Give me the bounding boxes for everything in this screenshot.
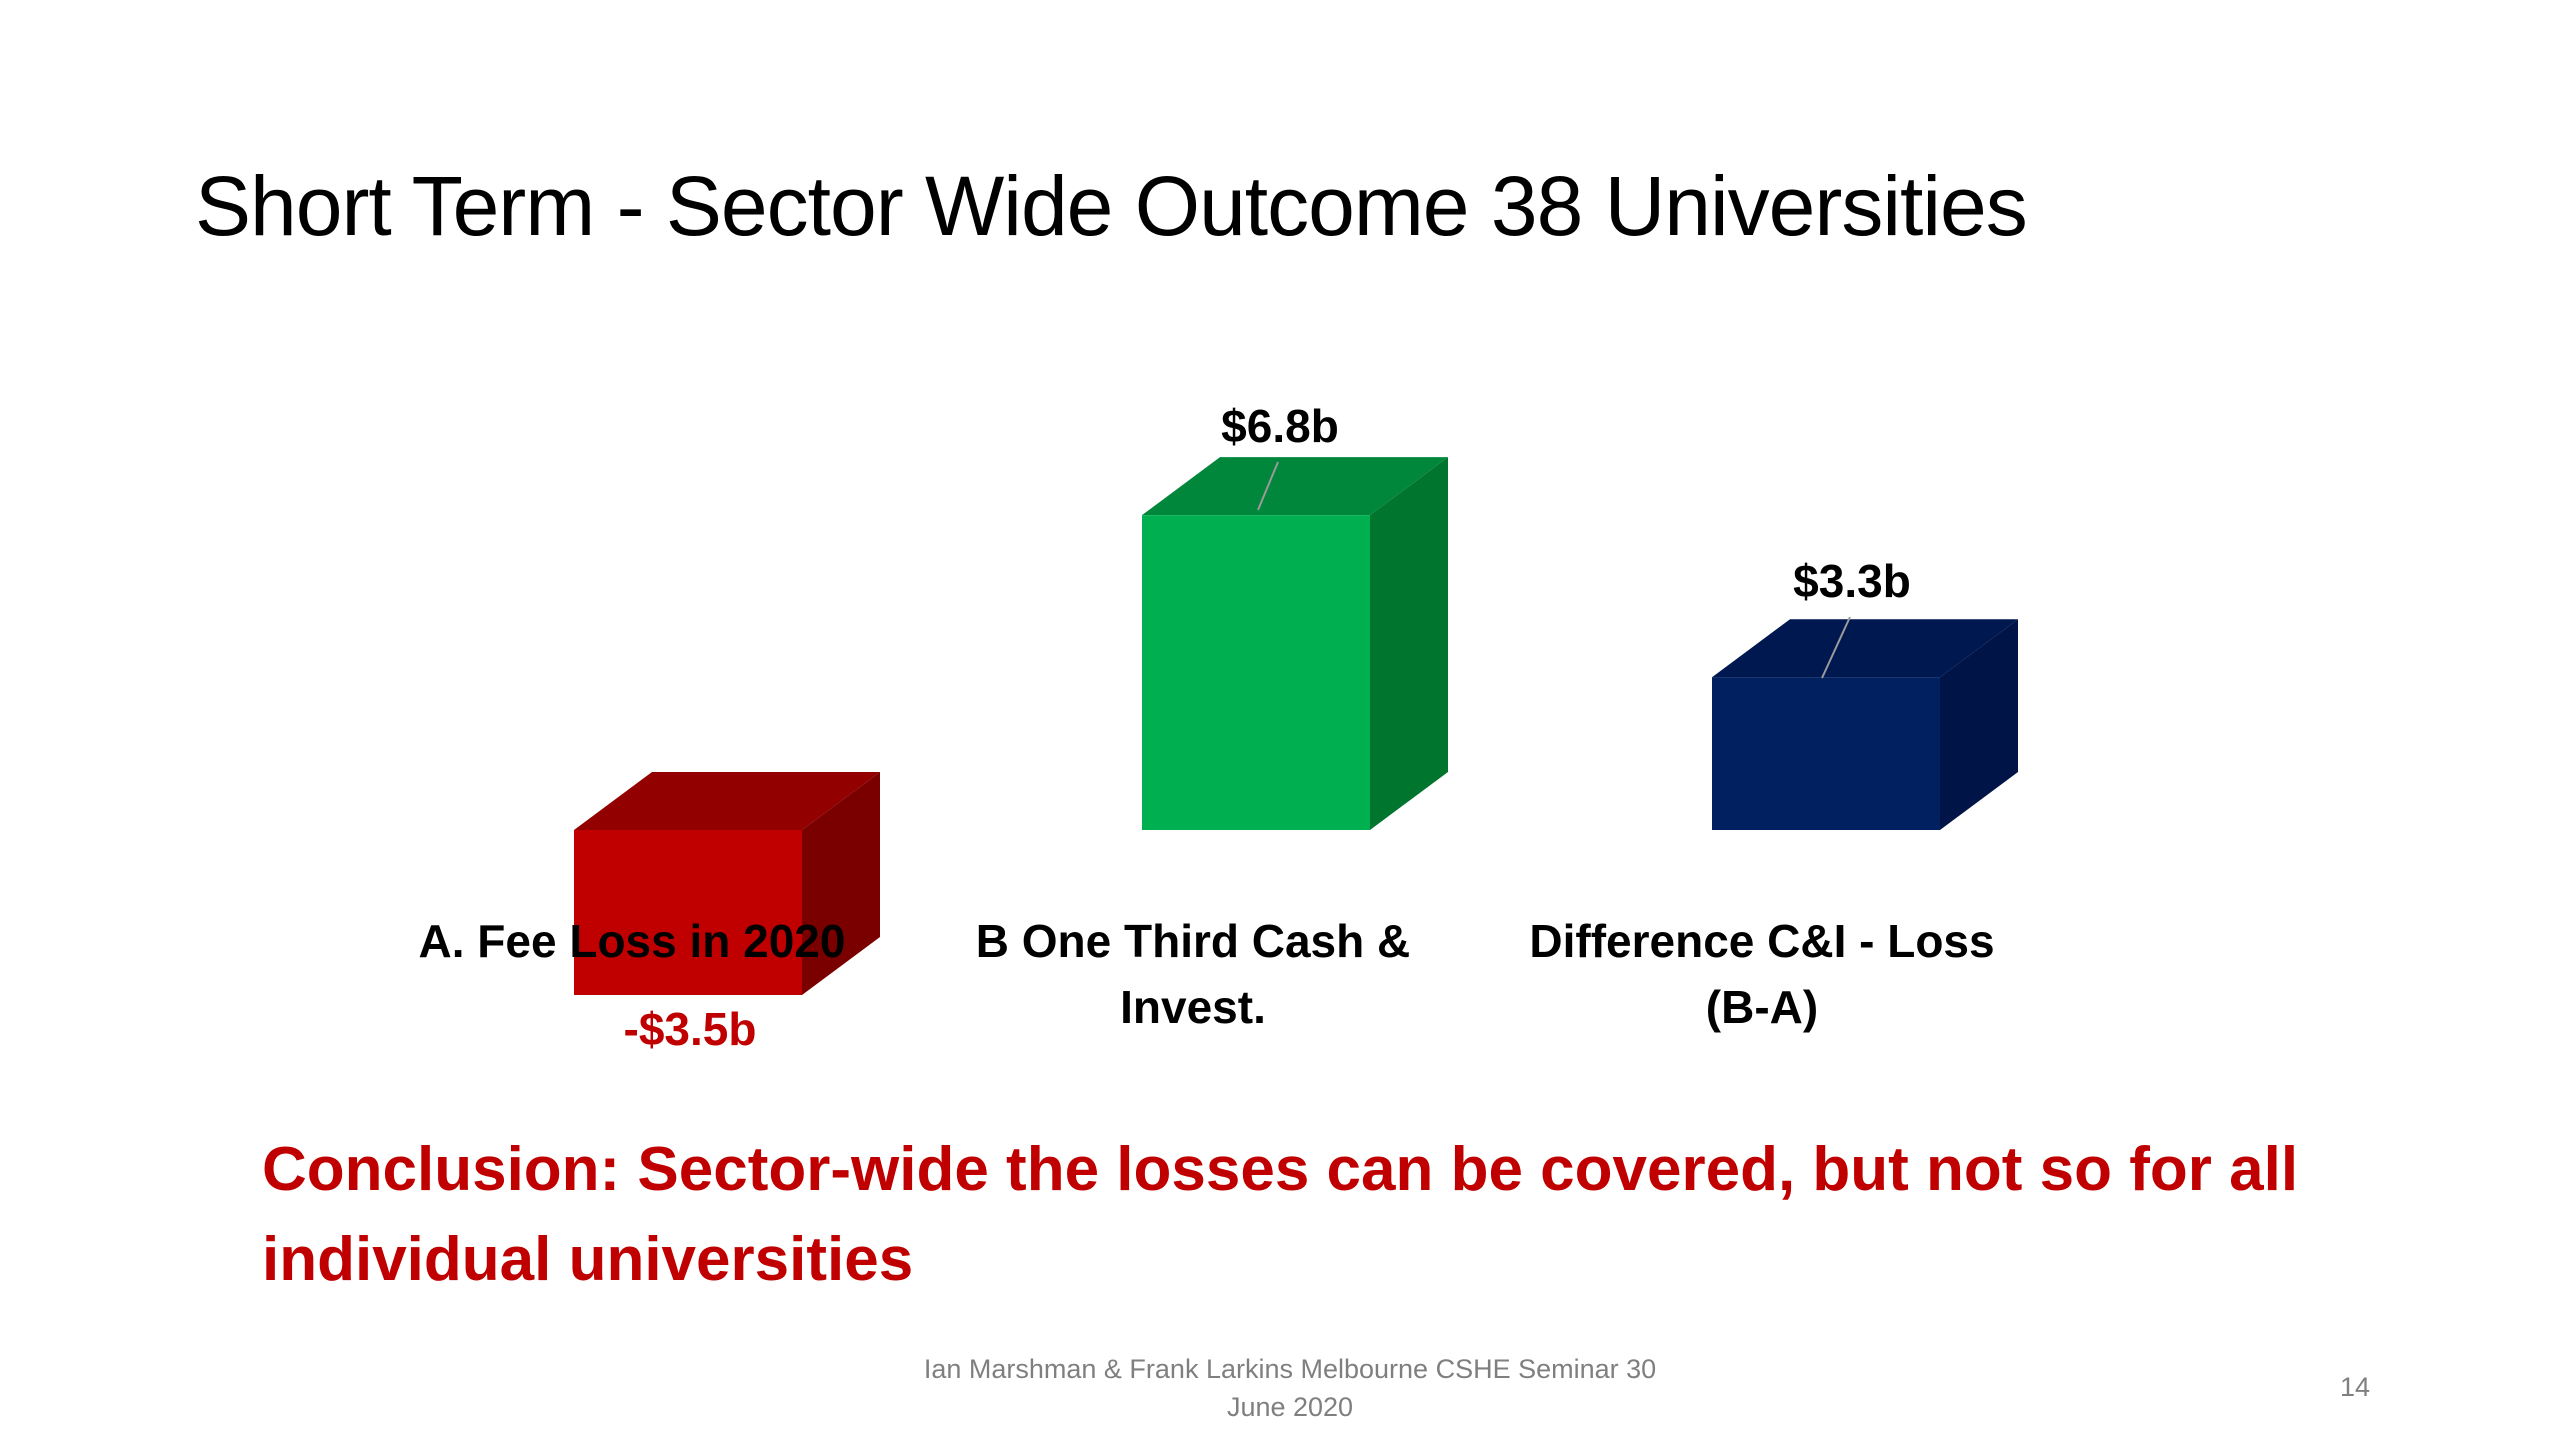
leader-line-2 <box>1821 616 1851 679</box>
bar-side-2 <box>1940 619 2018 830</box>
bar-front-1 <box>1142 515 1370 830</box>
category-label-2-1: (B-A) <box>1706 981 1818 1033</box>
footer-line-2: June 2020 <box>1226 1392 1354 1422</box>
bar-front-0 <box>574 830 802 995</box>
category-label-1-1: Invest. <box>1120 981 1266 1033</box>
bar-top-1 <box>1142 457 1448 516</box>
data-label-2: $3.3b <box>1793 555 1911 607</box>
leader-line-1 <box>1257 461 1279 511</box>
slide-title: Short Term - Sector Wide Outcome 38 Univ… <box>195 159 2028 253</box>
bar-chart: A. Fee Loss in 2020 B One Third Cash & Inv… <box>419 400 2018 1055</box>
conclusion-text: Conclusion: Sector-wide the losses can b… <box>262 1135 2299 1294</box>
bar-top-2 <box>1712 619 2018 678</box>
footer-text: Ian Marshman & Frank Larkins Melbourne C… <box>860 1350 1720 1426</box>
bar-top-0 <box>574 772 880 830</box>
category-label-2-0: Difference C&I - Loss <box>1529 915 1994 967</box>
page-number: 14 <box>2340 1372 2371 1402</box>
data-label-1: $6.8b <box>1221 400 1339 452</box>
category-label-1-0: B One Third Cash & <box>976 915 1410 967</box>
category-label-0-0: A. Fee Loss in 2020 <box>419 915 846 967</box>
footer-line-1: Ian Marshman & Frank Larkins Melbourne C… <box>923 1354 1657 1384</box>
bar-side-1 <box>1370 457 1448 830</box>
data-label-0: -$3.5b <box>624 1003 757 1055</box>
bar-front-2 <box>1712 677 1940 830</box>
bar-side-0 <box>802 772 880 995</box>
